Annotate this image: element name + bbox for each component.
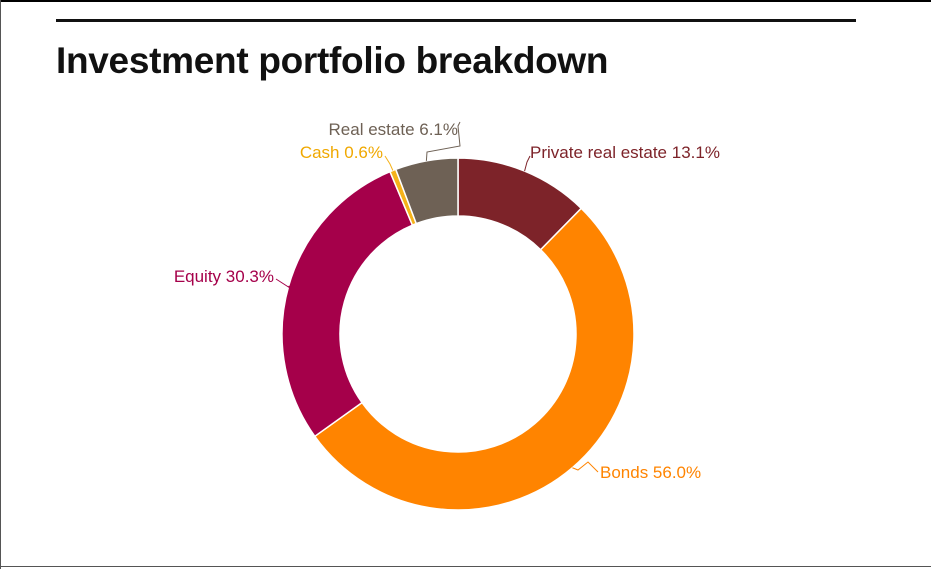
slice-bonds xyxy=(313,207,635,511)
slice-labels: Private real estate 13.1% Bonds 56.0% Equi… xyxy=(174,120,720,482)
donut-slices xyxy=(281,157,635,511)
label-real-estate: Real estate 6.1% xyxy=(329,120,458,139)
left-border xyxy=(0,0,1,569)
leader-equity xyxy=(275,278,291,289)
label-equity: Equity 30.3% xyxy=(174,267,274,286)
leader-real-estate xyxy=(425,121,461,161)
label-private-real-estate: Private real estate 13.1% xyxy=(530,143,720,162)
label-cash: Cash 0.6% xyxy=(300,143,383,162)
title-rule xyxy=(56,19,856,22)
bottom-border xyxy=(0,566,931,567)
leader-private-real-estate xyxy=(524,155,531,172)
chart-title: Investment portfolio breakdown xyxy=(56,40,609,81)
label-bonds: Bonds 56.0% xyxy=(600,463,701,482)
leader-bonds xyxy=(572,461,599,473)
slice-equity xyxy=(281,170,414,438)
slice-real-estate xyxy=(394,157,459,225)
top-border xyxy=(0,0,931,2)
leader-cash xyxy=(384,155,394,171)
leader-lines xyxy=(275,121,599,473)
